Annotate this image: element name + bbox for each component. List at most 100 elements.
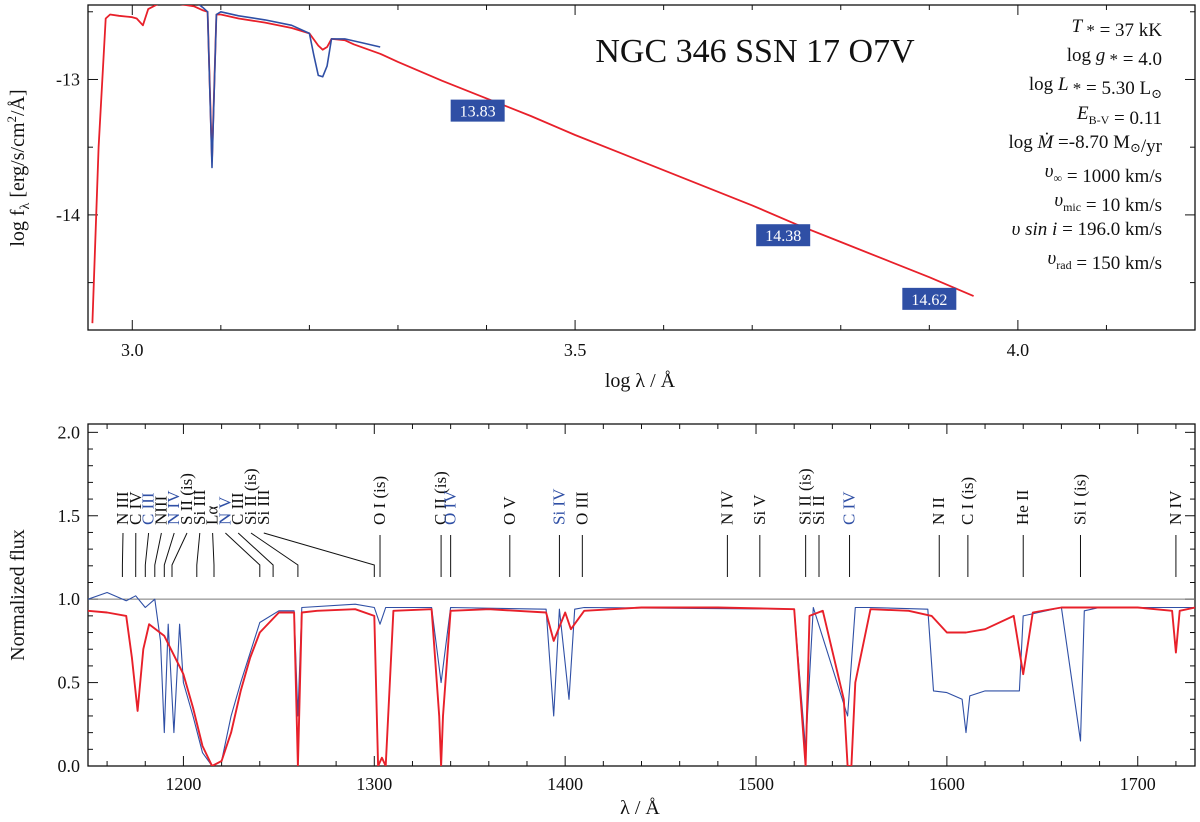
line-id-label: C IV [126, 491, 145, 525]
line-id: Si V [750, 494, 769, 577]
line-id-label: N IV [717, 490, 736, 525]
line-id-label: Si II (is) [796, 468, 815, 525]
sed-x-tick-label: 3.0 [121, 340, 144, 360]
normalized-x-tick-label: 1600 [929, 774, 965, 794]
line-id-label: Si III [190, 489, 209, 525]
normalized-y-tick-label: 0.5 [58, 673, 81, 693]
line-id-label: C III [139, 492, 158, 525]
sed-y-axis-label: log fλ [erg/s/cm2/Å] [4, 89, 33, 246]
normalized-y-tick-label: 0.0 [58, 756, 81, 776]
line-id-marker [237, 532, 274, 577]
line-id: He II [1013, 489, 1032, 577]
line-id-marker [196, 532, 201, 577]
line-id-label: Si IV [549, 488, 568, 525]
stellar-parameter: T * = 37 kK [1071, 16, 1162, 41]
stellar-parameter: EB-V = 0.11 [1076, 103, 1162, 129]
line-id-label: C III [228, 492, 247, 525]
line-id-marker [250, 532, 299, 577]
line-id-marker [154, 532, 162, 577]
stellar-parameter: υmic = 10 km/s [1054, 190, 1162, 216]
line-id-label: NIII [151, 495, 170, 525]
photometry-badge-label: 13.83 [460, 104, 496, 121]
sed-title: NGC 346 SSN 17 O7V [595, 33, 915, 70]
normalized-x-tick-label: 1500 [738, 774, 774, 794]
stellar-parameter: υ sin i = 196.0 km/s [1012, 219, 1162, 240]
line-id: N V [215, 496, 261, 577]
line-id: C II (is) [431, 471, 450, 577]
line-id: Si IV [549, 488, 568, 577]
normalized-x-tick-label: 1300 [356, 774, 392, 794]
photometry-badge: 13.83 [450, 99, 505, 122]
line-id: C III [228, 492, 274, 577]
line-id-marker [144, 532, 150, 577]
line-id-marker [121, 532, 124, 577]
normalized-model-line [88, 606, 1195, 766]
sed-observation-line [198, 5, 381, 169]
normalized-y-tick-label: 1.5 [58, 506, 81, 526]
sed-y-tick-label: -13 [56, 69, 80, 89]
line-id: C III [139, 492, 158, 577]
line-id: N IV [717, 490, 736, 577]
line-id-label: He II [1013, 489, 1032, 525]
photometry-badge: 14.38 [756, 224, 811, 247]
line-id-marker [163, 532, 175, 577]
line-id: NIII [151, 495, 170, 577]
line-id: O V [500, 496, 519, 577]
line-id: Si II (is) [241, 468, 299, 577]
line-id: C I (is) [958, 477, 977, 577]
line-id-label: Si V [750, 494, 769, 525]
normalized-y-tick-label: 2.0 [58, 422, 81, 442]
photometry-badge-box [450, 99, 505, 122]
sed-y-tick-label: -14 [56, 205, 80, 225]
normalized-observation-line [88, 591, 1195, 766]
stellar-parameter: log L * = 5.30 L⊙ [1029, 74, 1162, 101]
stellar-parameter: υ∞ = 1000 km/s [1045, 161, 1162, 187]
line-id-label: O IV [441, 490, 460, 525]
line-id: Si II (is) [796, 468, 815, 577]
line-id: Si III [254, 489, 375, 577]
line-id-label: Si I (is) [1071, 474, 1090, 525]
normalized-axes: 1200 1300 1400 1500 1600 1700 0.0 0.5 1.0 1.5 2.0 [58, 422, 1195, 794]
stellar-parameter: log g * = 4.0 [1067, 45, 1162, 70]
line-id-label: N V [215, 496, 234, 525]
photometry-badge-box [902, 287, 957, 310]
line-id: N II [929, 497, 948, 577]
line-id: N III [113, 491, 132, 577]
line-id-marker [263, 532, 375, 577]
line-id: Si I (is) [1071, 474, 1090, 577]
line-id-label: N III [113, 491, 132, 525]
normalized-x-tick-label: 1700 [1120, 774, 1156, 794]
sed-y-label-sub: λ [18, 202, 33, 209]
line-id-label: Lα [203, 506, 222, 525]
normalized-spectrum-panel: 1200 1300 1400 1500 1600 17000.00.51.01.52.0 … [7, 422, 1196, 819]
line-id-label: O III [572, 491, 591, 525]
line-id: N IV [1166, 490, 1185, 577]
normalized-x-axis-label: λ / Å [620, 797, 660, 819]
sed-panel: 3.0 3.5 4.0 -13 -14 13.83 14.38 14.62 NGC 346 … [4, 4, 1196, 392]
line-id: Si II [809, 495, 828, 577]
line-id-label: C I (is) [958, 477, 977, 525]
line-id-label: N IV [164, 490, 183, 525]
line-id: N IV [163, 490, 183, 577]
line-id-label: S II (is) [177, 473, 196, 525]
normalized-series [88, 591, 1195, 766]
line-id: C IV [840, 491, 859, 577]
line-id: O I (is) [370, 476, 389, 577]
sed-y-label-main: log f [7, 209, 29, 247]
line-id-label: Si II [809, 495, 828, 525]
sed-x-axis-label: log λ / Å [605, 370, 676, 392]
photometry-badge-label: 14.38 [765, 228, 801, 245]
sed-x-tick-label: 3.5 [564, 340, 587, 360]
line-id-label: O I (is) [370, 476, 389, 525]
line-id-marker [212, 532, 215, 577]
line-id-label: N IV [1166, 490, 1185, 525]
line-id: S II (is) [171, 473, 196, 577]
line-id-label: N II [929, 497, 948, 525]
line-id: C IV [126, 491, 145, 577]
sed-series [91, 5, 974, 324]
line-id-label: C II (is) [431, 471, 450, 525]
photometry-badge-box [756, 224, 811, 247]
sed-model-line [91, 5, 974, 324]
